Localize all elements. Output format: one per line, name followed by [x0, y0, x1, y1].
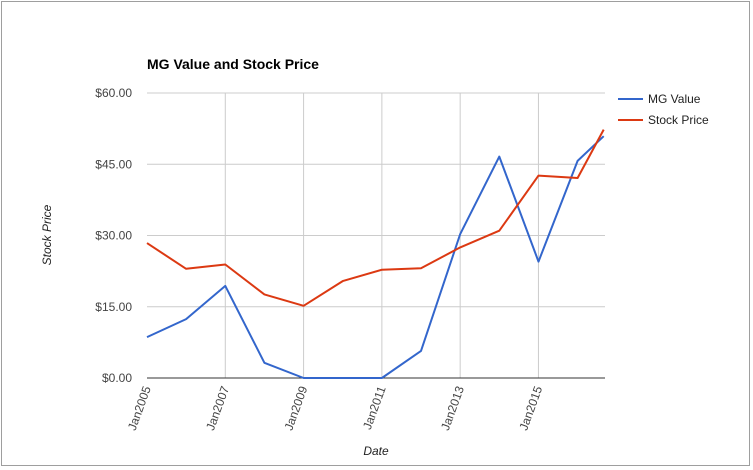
- chart-title: MG Value and Stock Price: [147, 56, 319, 72]
- gridlines: [147, 92, 605, 378]
- y-tick-label: $45.00: [95, 157, 132, 171]
- series-line-stock-price: [146, 129, 605, 307]
- x-tick-label: Jan2005: [125, 384, 154, 432]
- y-tick-label: $60.00: [95, 86, 132, 100]
- x-tick-label: Jan2013: [438, 384, 467, 432]
- y-tick-label: $30.00: [95, 229, 132, 243]
- x-tick-label: Jan2007: [203, 384, 232, 432]
- legend-label: Stock Price: [648, 113, 709, 127]
- y-axis-label: Stock Price: [40, 204, 54, 265]
- x-axis-ticks: Jan2005 Jan2007 Jan2009 Jan2011 Jan2013 Jan20…: [125, 384, 545, 432]
- x-tick-label: Jan2015: [516, 384, 545, 432]
- series-lines: [146, 129, 605, 379]
- x-tick-label: Jan2011: [360, 384, 389, 432]
- legend: MG Value Stock Price: [618, 92, 709, 127]
- y-tick-label: $0.00: [102, 371, 132, 385]
- series-line-mg-value: [146, 135, 605, 379]
- y-tick-label: $15.00: [95, 300, 132, 314]
- y-axis-ticks: $0.00 $15.00 $30.00 $45.00 $60.00: [95, 86, 132, 385]
- x-axis-label: Date: [363, 444, 389, 458]
- x-tick-label: Jan2009: [281, 384, 310, 432]
- legend-label: MG Value: [648, 92, 701, 106]
